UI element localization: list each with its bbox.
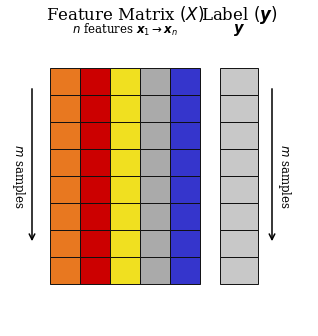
Bar bbox=[170, 230, 200, 257]
Bar bbox=[220, 230, 258, 257]
Bar bbox=[170, 122, 200, 149]
Bar bbox=[220, 176, 258, 203]
Bar bbox=[80, 122, 110, 149]
Text: $m$ samples: $m$ samples bbox=[275, 143, 293, 208]
Bar bbox=[140, 149, 170, 176]
Bar bbox=[170, 203, 200, 230]
Bar bbox=[110, 203, 140, 230]
Bar bbox=[80, 68, 110, 95]
Bar bbox=[50, 122, 80, 149]
Text: Feature Matrix $(X)$: Feature Matrix $(X)$ bbox=[46, 4, 204, 24]
Bar bbox=[140, 68, 170, 95]
Bar bbox=[110, 68, 140, 95]
Bar bbox=[140, 122, 170, 149]
Bar bbox=[140, 257, 170, 284]
Bar bbox=[80, 230, 110, 257]
Bar bbox=[50, 203, 80, 230]
Bar bbox=[50, 230, 80, 257]
Bar bbox=[140, 176, 170, 203]
Bar bbox=[220, 149, 258, 176]
Bar bbox=[110, 230, 140, 257]
Bar bbox=[170, 176, 200, 203]
Bar bbox=[220, 68, 258, 95]
Bar bbox=[140, 95, 170, 122]
Bar bbox=[220, 203, 258, 230]
Bar bbox=[50, 257, 80, 284]
Bar bbox=[140, 203, 170, 230]
Text: Label $({\boldsymbol{y}})$: Label $({\boldsymbol{y}})$ bbox=[201, 4, 277, 26]
Bar bbox=[80, 149, 110, 176]
Bar bbox=[80, 203, 110, 230]
Bar bbox=[110, 149, 140, 176]
Text: $m$ samples: $m$ samples bbox=[10, 143, 26, 208]
Bar bbox=[50, 68, 80, 95]
Bar bbox=[110, 176, 140, 203]
Bar bbox=[220, 95, 258, 122]
Bar bbox=[110, 122, 140, 149]
Bar bbox=[80, 257, 110, 284]
Bar bbox=[110, 95, 140, 122]
Text: $\boldsymbol{y}$: $\boldsymbol{y}$ bbox=[233, 22, 245, 38]
Bar bbox=[170, 149, 200, 176]
Bar bbox=[50, 95, 80, 122]
Bar bbox=[170, 95, 200, 122]
Bar bbox=[170, 68, 200, 95]
Bar bbox=[110, 257, 140, 284]
Bar bbox=[80, 176, 110, 203]
Bar bbox=[50, 176, 80, 203]
Bar bbox=[220, 257, 258, 284]
Bar bbox=[50, 149, 80, 176]
Bar bbox=[170, 257, 200, 284]
Bar bbox=[220, 122, 258, 149]
Bar bbox=[80, 95, 110, 122]
Bar bbox=[140, 230, 170, 257]
Text: $n$ features $\boldsymbol{x}_1 \rightarrow \boldsymbol{x}_n$: $n$ features $\boldsymbol{x}_1 \rightarr… bbox=[72, 22, 178, 38]
